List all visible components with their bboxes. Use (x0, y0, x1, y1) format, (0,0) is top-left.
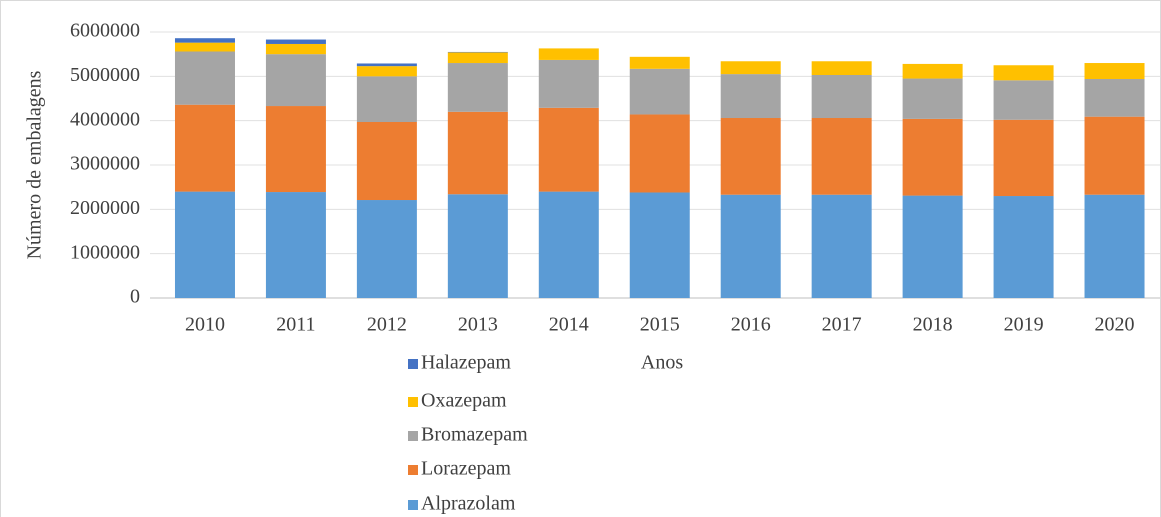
bar-segment (993, 196, 1054, 298)
bar-segment (629, 192, 690, 298)
bar-segment (265, 106, 326, 193)
legend-label: Oxazepam (421, 390, 507, 412)
bar-segment (993, 119, 1054, 197)
bar-segment (538, 48, 599, 60)
x-axis-title: Anos (641, 352, 683, 374)
bar-segment (811, 75, 872, 119)
bar-segment (902, 195, 963, 298)
x-tick-label: 2019 (1004, 314, 1044, 336)
bar-segment (356, 66, 417, 77)
x-tick-label: 2016 (731, 314, 771, 336)
bar-segment (993, 80, 1054, 120)
legend-label: Bromazepam (421, 424, 528, 446)
bar-segment (356, 63, 417, 67)
bar-segment (538, 107, 599, 192)
y-tick-label: 4000000 (70, 108, 140, 130)
bar-segment (993, 65, 1054, 81)
x-tick-label: 2020 (1095, 314, 1135, 336)
bar-segment (1084, 194, 1145, 298)
x-tick-label: 2013 (458, 314, 498, 336)
bar-segment (447, 111, 508, 195)
bar-segment (902, 78, 963, 119)
bar-segment (356, 200, 417, 298)
bar-segment (811, 194, 872, 298)
bar-segment (629, 68, 690, 115)
y-tick-label: 2000000 (70, 197, 140, 219)
bar-segment (265, 39, 326, 44)
y-tick-label: 6000000 (70, 20, 140, 42)
legend-label: Alprazolam (421, 493, 516, 515)
y-tick-label: 0 (130, 286, 140, 308)
y-tick-label: 3000000 (70, 153, 140, 175)
bar-segment (265, 54, 326, 107)
bar-segment (265, 192, 326, 298)
x-tick-label: 2014 (549, 314, 589, 336)
bar-segment (174, 38, 235, 43)
bar-segment (720, 61, 781, 75)
bar-segment (720, 194, 781, 298)
bar-segment (1084, 63, 1145, 79)
legend-swatch (408, 465, 418, 475)
legend-swatch (408, 500, 418, 510)
x-tick-label: 2015 (640, 314, 680, 336)
x-tick-label: 2011 (276, 314, 315, 336)
legend-swatch (408, 397, 418, 407)
bar-segment (629, 114, 690, 193)
bar-segment (720, 118, 781, 195)
bar-segment (538, 191, 599, 298)
bar-segment (538, 59, 599, 108)
bar-segment (1084, 116, 1145, 195)
bar-segment (811, 61, 872, 76)
x-tick-label: 2018 (913, 314, 953, 336)
legend-swatch (408, 431, 418, 441)
bar-segment (174, 104, 235, 192)
bar-segment (174, 191, 235, 298)
bar-segment (447, 52, 508, 64)
legend-swatch (408, 359, 418, 369)
bar-segment (902, 118, 963, 196)
bar-segment (174, 51, 235, 105)
bar-segment (629, 56, 690, 69)
bar-segment (174, 42, 235, 52)
bar-segment (811, 118, 872, 195)
bar-segment (720, 74, 781, 119)
bar-segment (447, 63, 508, 112)
bar-segment (356, 76, 417, 122)
y-tick-label: 5000000 (70, 64, 140, 86)
bar-segment (265, 43, 326, 55)
y-axis-title: Número de embalagens (24, 70, 46, 259)
x-tick-label: 2017 (822, 314, 862, 336)
y-tick-label: 1000000 (70, 241, 140, 263)
legend-label: Lorazepam (421, 458, 511, 480)
bar-segment (447, 194, 508, 298)
x-tick-label: 2012 (367, 314, 407, 336)
x-tick-label: 2010 (185, 314, 225, 336)
bar-segment (356, 121, 417, 201)
legend-label: Halazepam (421, 352, 511, 374)
bar-segment (1084, 78, 1145, 117)
bar-segment (902, 63, 963, 79)
